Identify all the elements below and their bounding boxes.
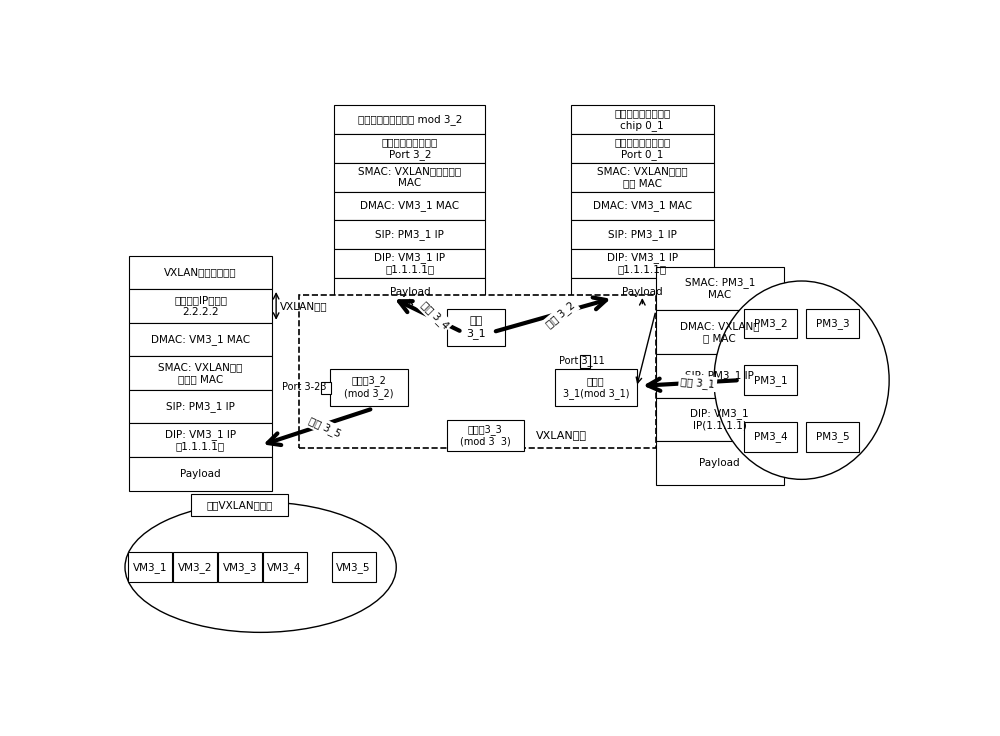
Bar (332, 553, 376, 582)
Bar (571, 134, 714, 163)
Text: Payload: Payload (390, 287, 430, 297)
Text: VM3_2: VM3_2 (178, 562, 212, 573)
Text: 第一目的端口标识：
Port 0_1: 第一目的端口标识： Port 0_1 (614, 137, 670, 160)
Text: DIP: VM3_1 IP
（1.1.1.1）: DIP: VM3_1 IP （1.1.1.1） (374, 252, 445, 275)
Bar (191, 494, 288, 516)
Bar (571, 191, 714, 220)
Ellipse shape (125, 502, 396, 632)
Text: SIP: PM3_1 IP: SIP: PM3_1 IP (166, 401, 235, 412)
Bar (744, 422, 797, 452)
Ellipse shape (714, 281, 889, 479)
Text: SIP: PM3_1 IP: SIP: PM3_1 IP (375, 229, 444, 240)
Text: DIP: VM3_1 IP
（1.1.1.1）: DIP: VM3_1 IP （1.1.1.1） (165, 429, 236, 452)
Text: 第一VXLAN交换机: 第一VXLAN交换机 (206, 500, 272, 510)
Text: 报文 3_2: 报文 3_2 (544, 300, 578, 330)
Bar (128, 553, 172, 582)
Text: DMAC: VM3_1 MAC: DMAC: VM3_1 MAC (151, 334, 250, 345)
Text: VM3_4: VM3_4 (267, 562, 302, 573)
Text: PM3_3: PM3_3 (816, 318, 849, 329)
Bar (129, 457, 272, 491)
Text: DMAC: VM3_1 MAC: DMAC: VM3_1 MAC (593, 200, 692, 211)
Bar (334, 191, 485, 220)
Text: SIP: PM3_1 IP: SIP: PM3_1 IP (685, 370, 754, 381)
Text: SMAC: VXLAN网关
的网关 MAC: SMAC: VXLAN网关 的网关 MAC (158, 362, 243, 384)
Text: Payload: Payload (180, 469, 221, 479)
Text: 第一目的芯片标识：
chip 0_1: 第一目的芯片标识： chip 0_1 (614, 108, 670, 131)
Bar (173, 553, 217, 582)
Text: SMAC: VXLAN网关的
网关 MAC: SMAC: VXLAN网关的 网关 MAC (597, 166, 688, 188)
Bar (129, 423, 272, 457)
Text: 接口最3_3
(mod 3  3): 接口最3_3 (mod 3 3) (460, 424, 511, 447)
Bar (656, 397, 784, 442)
Text: DIP: VM3_1
IP(1.1.1.1): DIP: VM3_1 IP(1.1.1.1) (690, 408, 749, 431)
Text: PM3_5: PM3_5 (816, 431, 849, 442)
Bar (299, 295, 656, 448)
Text: 接口板
3_1(mod 3_1): 接口板 3_1(mod 3_1) (563, 376, 629, 398)
Text: 第二目的端口标识：
Port 3_2: 第二目的端口标识： Port 3_2 (382, 137, 438, 160)
Bar (571, 220, 714, 249)
Bar (656, 267, 784, 311)
Text: 报文 3_1: 报文 3_1 (680, 376, 715, 390)
Bar (129, 255, 272, 289)
Text: PM3_2: PM3_2 (754, 318, 787, 329)
Bar (580, 355, 590, 368)
Bar (656, 442, 784, 485)
Bar (447, 420, 524, 451)
Text: DMAC: VM3_1 MAC: DMAC: VM3_1 MAC (360, 200, 459, 211)
Bar (129, 322, 272, 356)
Bar (656, 354, 784, 397)
Text: 外层目的IP地址：
2.2.2.2: 外层目的IP地址： 2.2.2.2 (174, 295, 227, 316)
Text: SMAC: VXLAN网关的网关
MAC: SMAC: VXLAN网关的网关 MAC (358, 166, 461, 188)
Text: VM3_3: VM3_3 (222, 562, 257, 573)
Text: Port 3_11: Port 3_11 (559, 355, 605, 366)
Text: VXLAN网关: VXLAN网关 (536, 431, 587, 440)
Bar (129, 356, 272, 390)
Text: 第二目的芯片标识： mod 3_2: 第二目的芯片标识： mod 3_2 (358, 114, 462, 125)
Bar (330, 369, 408, 406)
Bar (334, 220, 485, 249)
Text: VM3_1: VM3_1 (133, 562, 167, 573)
Text: SMAC: PM3_1
MAC: SMAC: PM3_1 MAC (685, 277, 755, 300)
Text: DMAC: VXLAN网
关 MAC: DMAC: VXLAN网 关 MAC (680, 322, 760, 343)
Bar (334, 134, 485, 163)
Bar (744, 309, 797, 339)
Bar (744, 366, 797, 395)
Bar (571, 249, 714, 277)
Bar (571, 163, 714, 191)
Bar (555, 369, 637, 406)
Text: PM3_4: PM3_4 (754, 431, 787, 442)
Bar (571, 105, 714, 134)
Text: 接口最3_2
(mod 3_2): 接口最3_2 (mod 3_2) (344, 375, 394, 399)
Text: VXLAN封装: VXLAN封装 (280, 301, 328, 311)
Text: Payload: Payload (622, 287, 663, 297)
Bar (334, 249, 485, 277)
Bar (806, 422, 859, 452)
Bar (334, 105, 485, 134)
Bar (129, 390, 272, 423)
Text: DIP: VM3_1 IP
（1.1.1.1）: DIP: VM3_1 IP （1.1.1.1） (607, 252, 678, 275)
Bar (321, 381, 331, 394)
Bar (806, 309, 859, 339)
Text: SIP: PM3_1 IP: SIP: PM3_1 IP (608, 229, 677, 240)
Bar (334, 163, 485, 191)
Bar (447, 309, 505, 346)
Text: VXLAN封装其他字段: VXLAN封装其他字段 (164, 267, 237, 277)
Text: 报文 3_5: 报文 3_5 (307, 415, 342, 439)
Bar (218, 553, 262, 582)
Text: 网板
3_1: 网板 3_1 (466, 316, 485, 339)
Bar (334, 277, 485, 306)
Text: Port 3-23: Port 3-23 (282, 382, 326, 392)
Bar (129, 289, 272, 322)
Bar (263, 553, 307, 582)
Bar (656, 311, 784, 354)
Bar (571, 277, 714, 306)
Text: PM3_1: PM3_1 (754, 375, 787, 386)
Text: Payload: Payload (700, 459, 740, 468)
Text: VM3_5: VM3_5 (336, 562, 371, 573)
Text: 报文 3_4: 报文 3_4 (419, 299, 451, 331)
